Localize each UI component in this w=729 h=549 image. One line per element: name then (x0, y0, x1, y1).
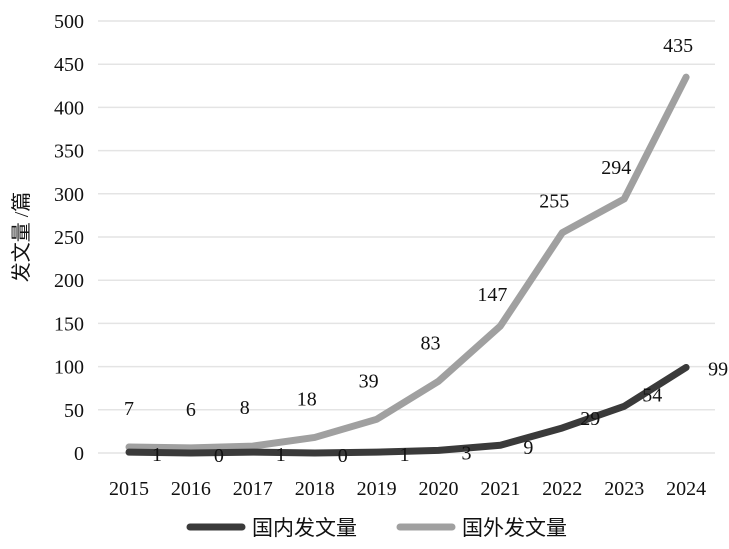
data-label-foreign: 7 (124, 398, 134, 420)
y-tick-label: 300 (54, 184, 84, 206)
data-label-foreign: 83 (421, 332, 441, 354)
data-label-domestic: 1 (400, 444, 410, 466)
data-label-foreign: 147 (477, 284, 507, 306)
y-tick-label: 400 (54, 97, 84, 119)
y-axis-label: 发文量 /篇 (10, 192, 33, 283)
y-tick-label: 100 (54, 357, 84, 379)
x-tick-label: 2015 (109, 478, 149, 500)
y-tick-label: 50 (64, 400, 84, 422)
data-label-domestic: 9 (523, 437, 533, 459)
y-tick-label: 200 (54, 270, 84, 292)
x-tick-label: 2021 (480, 478, 520, 500)
data-label-foreign: 255 (539, 191, 569, 213)
x-tick-label: 2024 (666, 478, 706, 500)
x-tick-label: 2019 (357, 478, 397, 500)
series-line-domestic (125, 363, 690, 457)
data-label-foreign: 6 (186, 399, 196, 421)
data-label-domestic: 3 (462, 442, 472, 464)
data-label-domestic: 1 (152, 444, 162, 466)
data-label-foreign: 294 (601, 157, 631, 179)
y-tick-label: 350 (54, 141, 84, 163)
data-label-domestic: 1 (276, 444, 286, 466)
x-tick-label: 2016 (171, 478, 211, 500)
x-tick-label: 2020 (419, 478, 459, 500)
y-tick-label: 450 (54, 54, 84, 76)
data-label-domestic: 54 (642, 384, 662, 406)
y-tick-label: 250 (54, 227, 84, 249)
x-tick-label: 2023 (604, 478, 644, 500)
data-label-foreign: 435 (663, 35, 693, 57)
legend-label: 国内发文量 (252, 516, 357, 540)
x-tick-label: 2017 (233, 478, 273, 500)
x-tick-label: 2022 (542, 478, 582, 500)
y-tick-label: 150 (54, 313, 84, 335)
data-label-foreign: 8 (240, 397, 250, 419)
data-label-foreign: 18 (297, 388, 317, 410)
data-label-foreign: 39 (359, 370, 379, 392)
series-line-foreign (125, 73, 690, 452)
y-tick-label: 500 (54, 11, 84, 33)
data-label-domestic: 0 (214, 445, 224, 467)
y-tick-label: 0 (74, 443, 84, 465)
legend-label: 国外发文量 (462, 516, 567, 540)
data-label-domestic: 99 (708, 358, 728, 380)
x-tick-label: 2018 (295, 478, 335, 500)
data-label-domestic: 0 (338, 445, 348, 467)
data-label-domestic: 29 (580, 408, 600, 430)
